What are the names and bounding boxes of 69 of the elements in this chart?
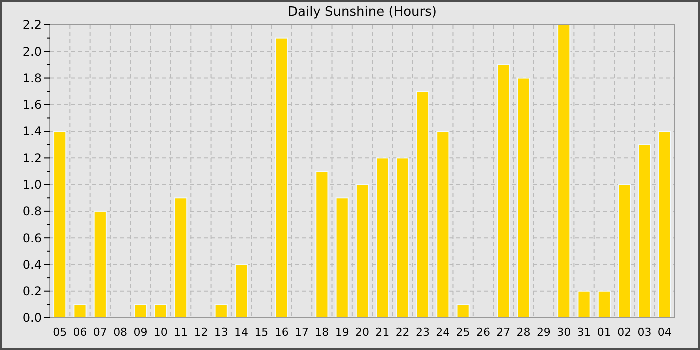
x-tick-label: 05 [53, 326, 68, 339]
chart-title: Daily Sunshine (Hours) [288, 5, 437, 20]
bar [356, 184, 370, 318]
y-tick-label: 2.0 [22, 44, 42, 59]
y-tick-label: 0.8 [22, 204, 42, 219]
y-tick-label: 0.4 [22, 258, 42, 272]
x-tick-label: 18 [315, 326, 330, 339]
x-tick-label: 09 [134, 326, 148, 339]
bar [94, 210, 107, 318]
y-tick-label: 0.6 [22, 231, 42, 246]
bar [456, 304, 470, 318]
x-tick-label: 07 [93, 326, 108, 339]
x-tick-label: 23 [416, 326, 430, 339]
bar [416, 91, 430, 318]
y-tick-label: 1.0 [22, 178, 42, 192]
bar [275, 38, 288, 318]
y-tick-label: 1.8 [22, 71, 42, 86]
x-tick-label: 06 [73, 326, 88, 339]
y-tick-label: 2.2 [22, 18, 42, 32]
x-tick-label: 15 [254, 326, 269, 339]
x-tick-label: 29 [536, 326, 551, 339]
bar [396, 158, 410, 318]
x-tick-label: 08 [114, 326, 128, 339]
x-tick-label: 04 [658, 326, 672, 339]
x-tick-label: 27 [496, 326, 511, 339]
x-tick-label: 20 [356, 326, 370, 339]
bar [436, 131, 450, 318]
bar [134, 304, 148, 318]
x-tick-label: 19 [335, 326, 350, 339]
bar [74, 304, 87, 318]
x-tick-label: 26 [476, 326, 490, 339]
y-tick-label: 1.6 [22, 98, 42, 112]
x-tick-label: 22 [396, 326, 410, 339]
bar [517, 78, 530, 318]
x-tick-label: 14 [234, 326, 249, 339]
x-tick-label: 17 [295, 326, 310, 339]
bar [154, 304, 168, 318]
x-tick-label: 11 [174, 326, 188, 339]
x-tick-label: 02 [618, 326, 632, 339]
bar [336, 198, 349, 318]
bar [214, 304, 228, 318]
bar [54, 131, 67, 318]
y-tick-label: 1.2 [22, 151, 42, 166]
x-tick-label: 21 [376, 326, 390, 339]
y-tick-label: 0.0 [22, 311, 42, 326]
x-tick-label: 10 [154, 326, 168, 339]
bar [174, 198, 188, 318]
bar [376, 158, 390, 318]
bar [578, 290, 591, 318]
bar [658, 131, 672, 318]
bar [598, 290, 611, 318]
bar [638, 144, 652, 318]
x-tick-label: 31 [577, 326, 592, 339]
bar [558, 24, 571, 318]
x-tick-label: 28 [516, 326, 531, 339]
x-tick-label: 12 [194, 326, 208, 339]
bar [618, 184, 632, 318]
y-tick-label: 0.2 [22, 284, 42, 299]
x-tick-label: 16 [274, 326, 289, 339]
x-tick-label: 03 [638, 326, 652, 339]
bar [497, 64, 510, 318]
x-tick-label: 25 [456, 326, 470, 339]
x-tick-label: 30 [557, 326, 572, 339]
x-tick-label: 01 [597, 326, 612, 339]
y-tick-label: 1.4 [22, 124, 42, 139]
bar [234, 264, 248, 318]
x-tick-label: 24 [436, 326, 450, 339]
x-tick-label: 13 [214, 326, 228, 339]
bar [316, 171, 329, 318]
